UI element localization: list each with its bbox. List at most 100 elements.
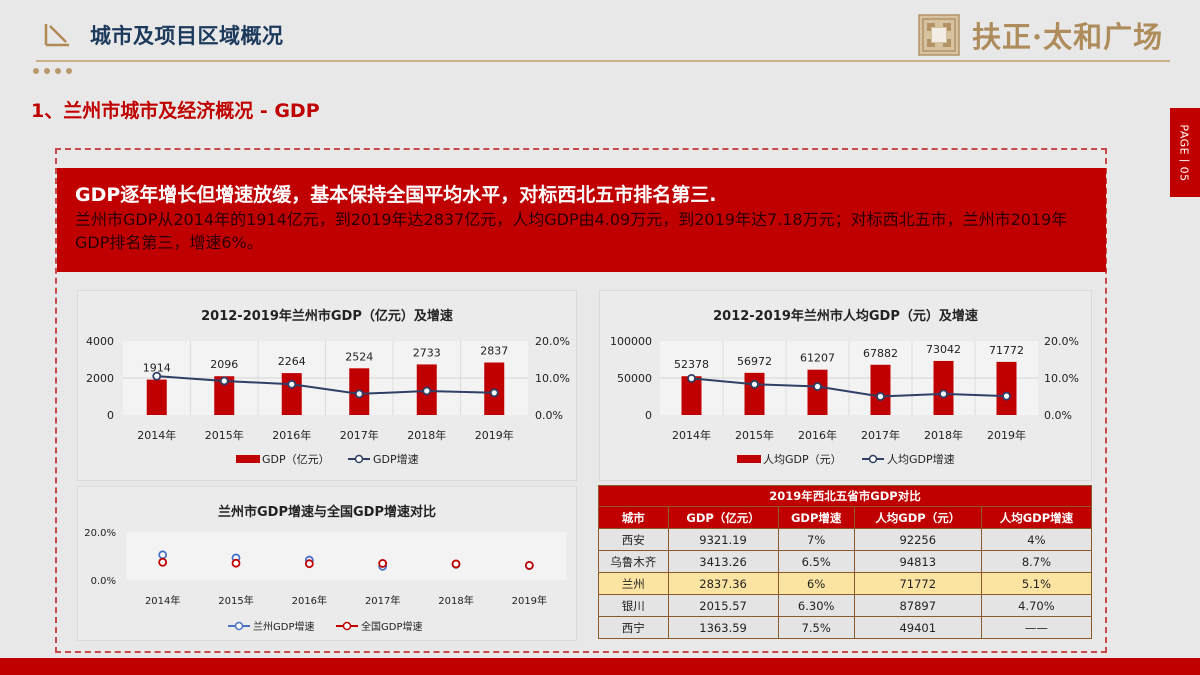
data-label: 1914 (143, 362, 171, 375)
cell-per-capita-growth: 4.70% (980, 594, 1093, 617)
col-header-gdp-growth: GDP增速 (777, 506, 855, 529)
section-title: 城市及项目区域概况 (90, 24, 284, 48)
growth-marker (750, 379, 759, 389)
svg-text:2000: 2000 (86, 372, 114, 385)
cell-gdp-growth: 7.5% (777, 616, 855, 639)
data-label: 2264 (278, 355, 306, 368)
svg-text:100000: 100000 (610, 335, 652, 348)
page-indicator: PAGE丨05 (1170, 108, 1200, 197)
x-tick: 2016年 (292, 594, 327, 607)
data-label: 52378 (674, 358, 709, 371)
x-tick: 2017年 (365, 594, 400, 607)
svg-text:20.0%: 20.0% (1044, 335, 1079, 348)
cell-per-capita: 87897 (853, 594, 982, 617)
cell-gdp: 2837.36 (667, 572, 779, 595)
per-capita-gdp-chart-panel: 2012-2019年兰州市人均GDP（元）及增速 0 50000 100000 0.0… (599, 290, 1092, 481)
svg-text:4000: 4000 (86, 335, 114, 348)
data-label: 73042 (926, 343, 961, 356)
summary-box: GDP逐年增长但增速放缓，基本保持全国平均水平，对标西北五市排名第三. 兰州市G… (57, 168, 1106, 272)
cell-gdp: 9321.19 (667, 528, 779, 551)
svg-text:20.0%: 20.0% (535, 335, 570, 348)
cell-gdp-growth: 6% (777, 572, 855, 595)
per-capita-gdp-chart: 0 50000 100000 0.0% 10.0% 20.0% 52378 2014年 5697… (610, 335, 1079, 466)
national-marker (231, 558, 241, 568)
bar (807, 369, 828, 415)
cell-city: 西安 (598, 528, 669, 551)
plot-area (126, 532, 566, 580)
data-label: 2733 (413, 346, 441, 359)
decorative-dots (33, 68, 72, 74)
arrow-down-right-icon (44, 24, 69, 47)
x-tick: 2016年 (798, 428, 837, 442)
svg-text:0.0%: 0.0% (535, 409, 563, 422)
brand-name: 扶正·太和广场 (972, 20, 1164, 54)
brand-logo-icon (918, 14, 960, 56)
growth-marker (422, 386, 432, 396)
x-tick: 2018年 (407, 428, 446, 442)
legend-marker-icon (234, 621, 244, 631)
cell-per-capita: 49401 (853, 616, 982, 639)
growth-marker (1002, 391, 1011, 401)
growth-marker (287, 379, 297, 389)
legend-label: 兰州GDP增速 (253, 620, 314, 633)
cell-city: 兰州 (598, 572, 669, 595)
x-tick: 2018年 (438, 594, 473, 607)
col-header-per-capita-growth: 人均GDP增速 (980, 506, 1093, 529)
footer-bar (0, 658, 1200, 675)
legend-bar-swatch (236, 455, 260, 463)
svg-text:0: 0 (107, 409, 114, 422)
legend-label: 人均GDP增速 (887, 452, 955, 466)
growth-marker (489, 388, 499, 398)
cell-gdp: 2015.57 (667, 594, 779, 617)
svg-text:10.0%: 10.0% (1044, 372, 1079, 385)
national-marker (378, 559, 388, 568)
x-tick: 2017年 (861, 428, 900, 442)
col-header-city: 城市 (598, 506, 669, 529)
legend-marker-icon (342, 621, 352, 631)
bar (146, 379, 167, 415)
growth-line (691, 377, 1007, 398)
legend-line-marker-icon (354, 454, 364, 464)
col-header-gdp: GDP（亿元） (667, 506, 779, 529)
data-label: 61207 (800, 352, 835, 365)
legend-label: 全国GDP增速 (361, 620, 422, 633)
cell-gdp-growth: 6.5% (777, 550, 855, 573)
legend-label: GDP增速 (373, 452, 419, 466)
lanzhou-marker (158, 550, 168, 560)
svg-text:0.0%: 0.0% (91, 576, 116, 587)
page-label: PAGE丨05 (1178, 123, 1192, 182)
cell-gdp-growth: 7% (777, 528, 855, 551)
x-tick: 2015年 (218, 594, 253, 607)
legend-label: 人均GDP（元） (763, 453, 842, 466)
gdp-chart: 0 2000 4000 0.0% 10.0% 20.0% 1914 2014年 2096 2015… (86, 335, 570, 466)
national-marker (451, 559, 461, 569)
northwest-gdp-table: 2019年西北五省市GDP对比 城市 GDP（亿元） GDP增速 人均GDP（元… (598, 485, 1093, 639)
summary-headline: GDP逐年增长但增速放缓，基本保持全国平均水平，对标西北五市排名第三. (75, 184, 717, 206)
x-tick: 2014年 (145, 594, 180, 607)
growth-line (156, 375, 495, 395)
x-tick: 2015年 (205, 428, 244, 442)
cell-gdp-growth: 6.30% (777, 594, 855, 617)
legend-bar-swatch (737, 455, 761, 463)
content-frame (55, 148, 1107, 653)
x-tick: 2014年 (137, 428, 176, 442)
data-label: 56972 (737, 355, 772, 368)
svg-text:0: 0 (645, 409, 652, 422)
table-row: 西宁 1363.59 7.5% 49401 —— (598, 616, 1093, 639)
bar (281, 373, 302, 415)
data-label: 2837 (480, 345, 508, 358)
national-marker (304, 559, 314, 569)
svg-text:10.0%: 10.0% (535, 372, 570, 385)
growth-marker (152, 371, 162, 381)
cell-city: 西宁 (598, 616, 669, 639)
growth-marker (219, 376, 229, 386)
growth-marker (939, 389, 948, 399)
svg-text:50000: 50000 (617, 372, 652, 385)
gdp-chart-panel: 2012-2019年兰州市GDP（亿元）及增速 0 2000 4000 0.0% 10.… (77, 290, 577, 481)
legend-line-marker-icon (868, 454, 878, 464)
cell-city: 银川 (598, 594, 669, 617)
bar (933, 360, 954, 415)
cell-city: 乌鲁木齐 (598, 550, 669, 573)
x-tick: 2014年 (672, 428, 711, 442)
growth-marker (813, 382, 822, 391)
